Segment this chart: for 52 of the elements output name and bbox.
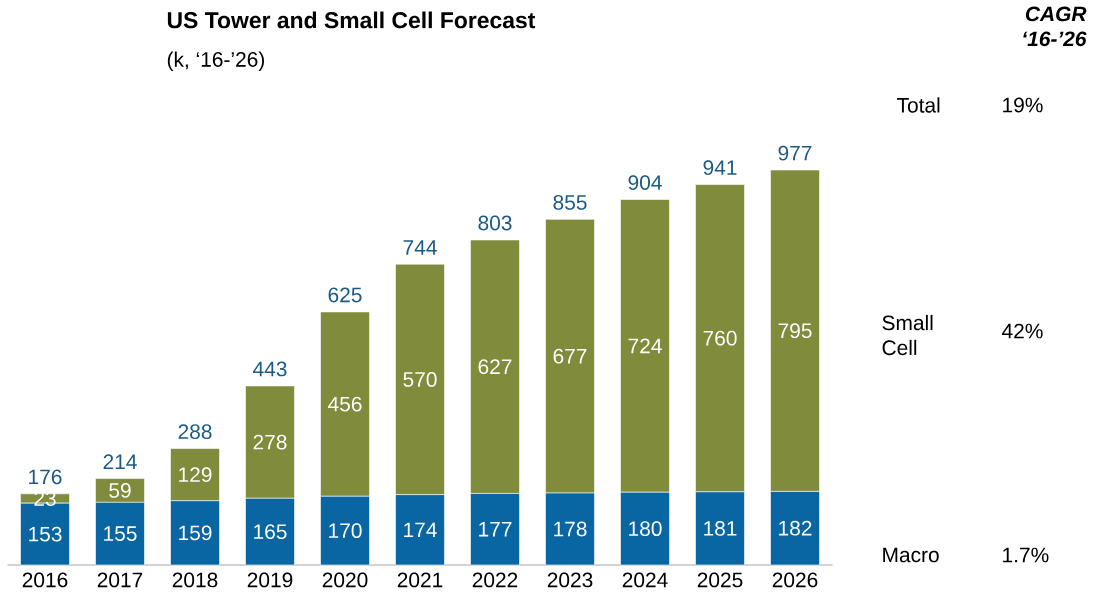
text: 1.7% [1003, 547, 1049, 563]
x-tick-label: 2016 [22, 572, 68, 588]
data-label: 177 [479, 522, 512, 537]
data-label: 159 [179, 525, 212, 541]
data-label: 627 [478, 359, 512, 375]
data-label: 174 [404, 522, 437, 538]
chart-subtitle: (k, ‘16-’26) [167, 51, 265, 71]
x-tick-label: 2017 [97, 572, 143, 588]
data-label: 677 [553, 348, 587, 364]
data-label: 456 [328, 396, 362, 412]
data-label: 760 [703, 330, 737, 346]
data-label: 165 [254, 524, 287, 540]
total-label: 977 [778, 145, 812, 161]
data-label: 570 [403, 372, 437, 387]
x-tick-label: 2018 [172, 572, 218, 588]
x-tick-label: 2020 [322, 572, 368, 588]
data-label: 724 [628, 338, 662, 354]
text: 19% [1003, 97, 1043, 113]
data-label: 170 [329, 523, 362, 539]
total-label: 288 [178, 424, 212, 440]
text: CAGR ‘16-’26 [1023, 6, 1087, 47]
total-label: 855 [553, 194, 587, 210]
text: Macro [883, 547, 939, 563]
x-tick-label: 2021 [397, 572, 443, 588]
data-label: 181 [704, 521, 737, 536]
total-label: 904 [628, 175, 662, 190]
data-label: 153 [29, 526, 62, 542]
x-tick-label: 2025 [697, 572, 743, 588]
total-label: 803 [478, 215, 512, 231]
data-label: 180 [629, 521, 662, 537]
text: Small Cell [882, 314, 933, 356]
text: Total [897, 97, 940, 113]
data-label: 795 [778, 323, 812, 339]
data-label: 155 [104, 526, 137, 541]
x-tick-label: 2024 [622, 572, 668, 588]
total-label: 744 [403, 240, 437, 255]
total-label: 941 [703, 160, 737, 176]
text: 42% [1002, 323, 1043, 339]
x-tick-label: 2022 [472, 572, 518, 588]
total-label: 214 [103, 454, 137, 469]
data-label: 182 [779, 520, 812, 536]
total-label: 625 [328, 287, 362, 303]
x-tick-label: 2023 [547, 572, 593, 588]
data-label: 129 [179, 467, 212, 483]
total-label: 176 [29, 469, 62, 485]
data-label: 59 [109, 483, 131, 498]
chart-title: US Tower and Small Cell Forecast [167, 11, 536, 29]
x-tick-label: 2019 [247, 572, 293, 588]
data-label: 178 [554, 521, 587, 537]
total-label: 443 [253, 361, 287, 377]
data-label: 278 [253, 434, 287, 450]
x-tick-label: 2026 [772, 572, 818, 588]
